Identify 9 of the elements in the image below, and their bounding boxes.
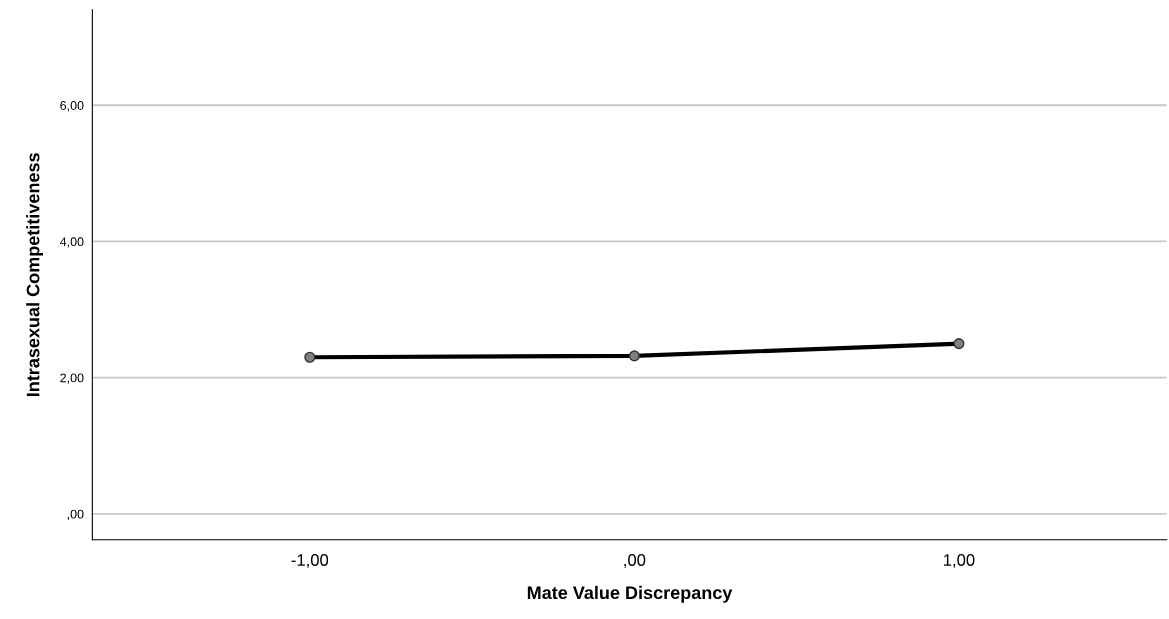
- y-tick-label: 4,00: [59, 237, 84, 248]
- y-axis-title: Intrasexual Competitiveness: [26, 153, 44, 397]
- y-tick-label: 6,00: [60, 101, 84, 112]
- x-tick-label: -1,00: [291, 554, 329, 568]
- x-axis-title: Mate Value Discrepancy: [527, 585, 733, 603]
- x-tick-label: 1,00: [943, 554, 975, 568]
- x-tick-label: ,00: [624, 554, 646, 568]
- y-tick-label: ,00: [67, 509, 84, 521]
- y-tick-label: 2,00: [60, 373, 84, 384]
